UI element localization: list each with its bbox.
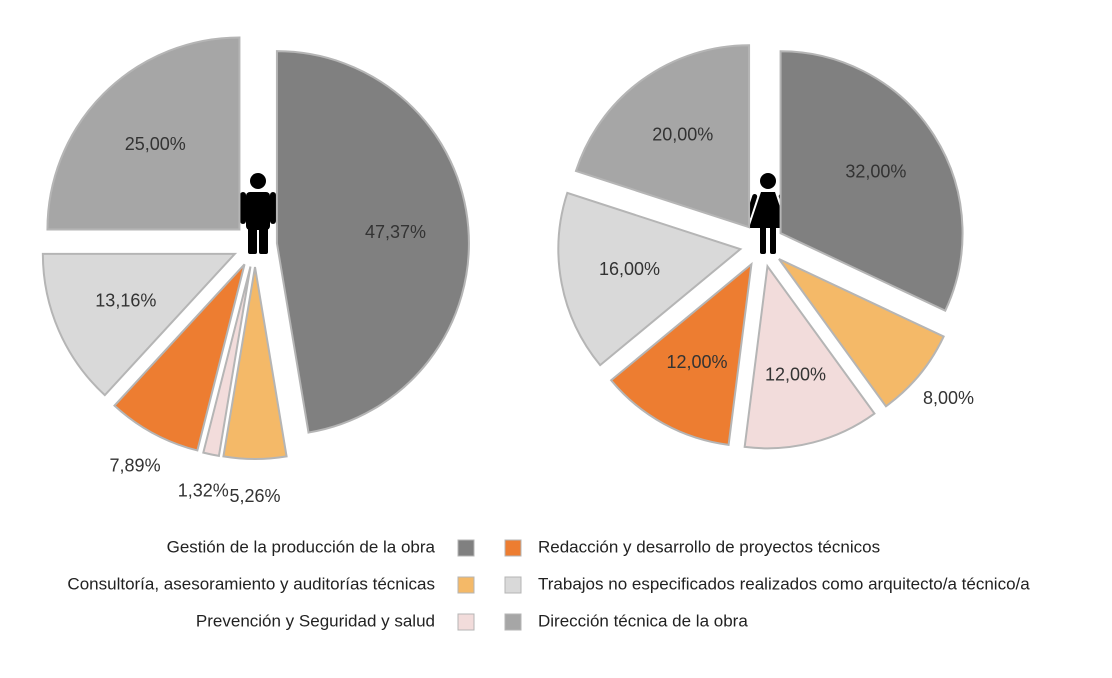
- pie-slice: [41, 252, 238, 397]
- pie-slice: [609, 261, 753, 446]
- value-label: 12,00%: [765, 364, 826, 384]
- legend-swatch: [504, 576, 522, 594]
- pie-slice: [46, 36, 241, 231]
- legend-label: Redacción y desarrollo de proyectos técn…: [538, 537, 880, 556]
- legend-swatch: [457, 613, 475, 631]
- legend-label: Trabajos no especificados realizados com…: [538, 574, 1030, 593]
- legend-label: Gestión de la producción de la obra: [167, 537, 436, 556]
- pie-slice: [779, 50, 964, 313]
- value-label: 8,00%: [923, 388, 974, 408]
- pie-slice: [113, 263, 246, 452]
- legend-swatch: [457, 539, 475, 557]
- legend-swatch: [504, 539, 522, 557]
- value-label: 32,00%: [845, 161, 906, 181]
- legend-label: Prevención y Seguridad y salud: [196, 611, 435, 630]
- legend-label: Dirección técnica de la obra: [538, 611, 748, 630]
- value-label: 12,00%: [667, 352, 728, 372]
- pie-slice: [557, 191, 743, 367]
- value-label: 13,16%: [95, 290, 156, 310]
- value-label: 1,32%: [178, 480, 229, 500]
- pie-slice: [743, 263, 876, 450]
- legend-swatch: [457, 576, 475, 594]
- value-label: 16,00%: [599, 259, 660, 279]
- pie-slice: [778, 258, 945, 408]
- value-label: 5,26%: [229, 486, 280, 506]
- value-label: 20,00%: [652, 125, 713, 145]
- value-label: 47,37%: [365, 222, 426, 242]
- pie-slice: [275, 50, 470, 434]
- legend-label: Consultoría, asesoramiento y auditorías …: [67, 574, 435, 593]
- pie-slice: [574, 44, 751, 229]
- pie-slice: [202, 266, 252, 458]
- pie-slice: [222, 266, 288, 460]
- value-label: 25,00%: [125, 134, 186, 154]
- legend-swatch: [504, 613, 522, 631]
- man-icon: [240, 173, 276, 254]
- value-label: 7,89%: [110, 455, 161, 475]
